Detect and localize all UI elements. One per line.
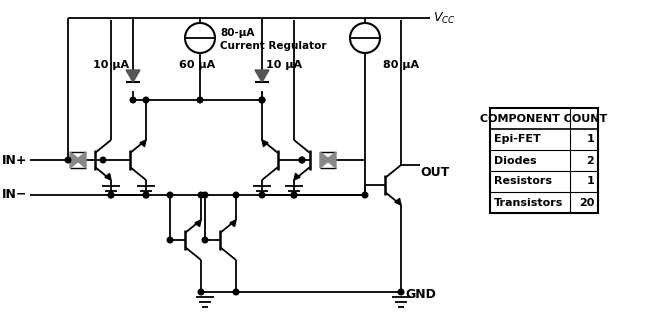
- Text: 1: 1: [586, 135, 594, 144]
- Text: Transistors: Transistors: [494, 197, 564, 208]
- Circle shape: [198, 192, 204, 198]
- Polygon shape: [76, 152, 86, 168]
- Circle shape: [362, 192, 368, 198]
- Polygon shape: [262, 140, 268, 146]
- Polygon shape: [395, 198, 401, 205]
- Text: Current Regulator: Current Regulator: [220, 41, 327, 51]
- Text: IN−: IN−: [2, 189, 28, 201]
- Polygon shape: [195, 220, 201, 227]
- Circle shape: [130, 97, 136, 103]
- Text: Diodes: Diodes: [494, 156, 537, 165]
- Circle shape: [299, 157, 305, 163]
- Polygon shape: [70, 152, 80, 168]
- Polygon shape: [294, 173, 300, 180]
- Circle shape: [202, 192, 208, 198]
- Circle shape: [167, 192, 173, 198]
- Circle shape: [259, 192, 265, 198]
- Polygon shape: [320, 152, 330, 168]
- Circle shape: [234, 192, 239, 198]
- Circle shape: [108, 192, 114, 198]
- Text: 80-μA: 80-μA: [220, 28, 254, 38]
- Polygon shape: [326, 152, 336, 168]
- Polygon shape: [105, 173, 111, 180]
- Polygon shape: [126, 70, 140, 82]
- FancyBboxPatch shape: [490, 108, 598, 213]
- Text: Resistors: Resistors: [494, 176, 552, 187]
- Circle shape: [143, 97, 149, 103]
- Text: COMPONENT COUNT: COMPONENT COUNT: [480, 114, 608, 123]
- Polygon shape: [140, 140, 146, 146]
- Circle shape: [100, 157, 106, 163]
- Circle shape: [143, 192, 149, 198]
- Circle shape: [198, 289, 204, 295]
- Text: 10 μA: 10 μA: [266, 60, 302, 70]
- Text: OUT: OUT: [420, 166, 450, 180]
- Circle shape: [202, 237, 208, 243]
- Polygon shape: [230, 220, 236, 227]
- Circle shape: [259, 97, 265, 103]
- Circle shape: [291, 192, 297, 198]
- Circle shape: [65, 157, 71, 163]
- Circle shape: [234, 289, 239, 295]
- Circle shape: [299, 157, 305, 163]
- Text: 60 μA: 60 μA: [179, 60, 215, 70]
- Polygon shape: [255, 70, 269, 82]
- Text: 20: 20: [578, 197, 594, 208]
- Text: Epi-FET: Epi-FET: [494, 135, 541, 144]
- Circle shape: [291, 192, 297, 198]
- Circle shape: [108, 192, 114, 198]
- Text: $V_{CC}$: $V_{CC}$: [433, 11, 456, 26]
- Text: 2: 2: [586, 156, 594, 165]
- Text: IN+: IN+: [2, 154, 28, 166]
- Text: 80 μA: 80 μA: [383, 60, 419, 70]
- Text: 10 μA: 10 μA: [93, 60, 129, 70]
- Circle shape: [167, 237, 173, 243]
- Text: 1: 1: [586, 176, 594, 187]
- Text: GND: GND: [405, 288, 436, 300]
- Circle shape: [398, 289, 404, 295]
- Circle shape: [197, 97, 203, 103]
- Circle shape: [259, 97, 265, 103]
- Circle shape: [143, 192, 149, 198]
